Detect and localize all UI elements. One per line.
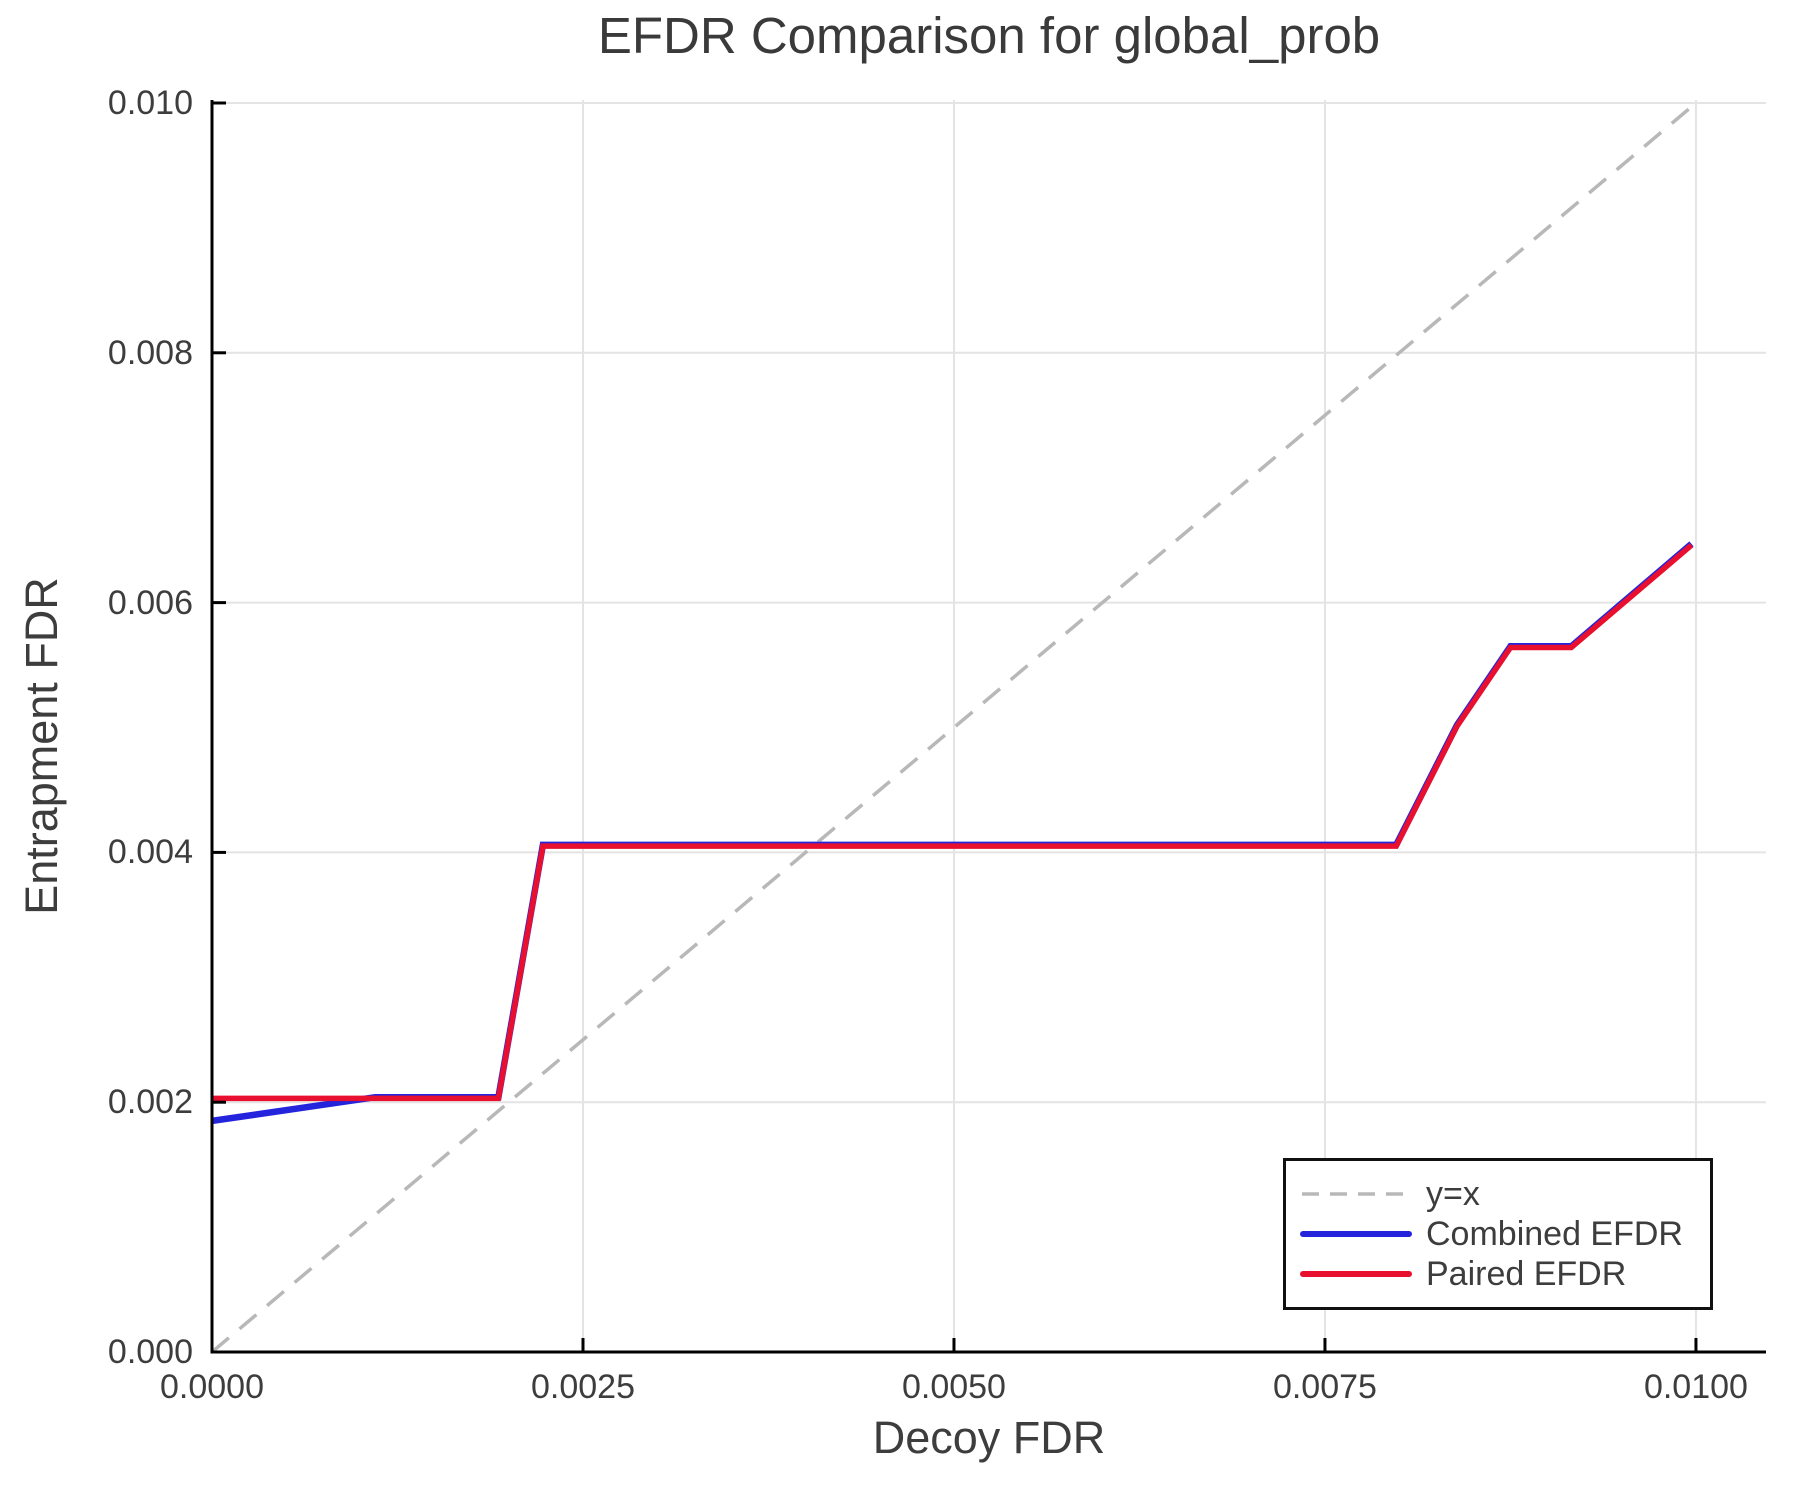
y-tick-label: 0.004 <box>107 833 193 872</box>
legend-item-combined: Combined EFDR <box>1300 1215 1710 1253</box>
y-tick-label: 0.006 <box>107 583 193 622</box>
y-axis-label: Entrapment FDR <box>16 577 67 915</box>
y-tick-label: 0.010 <box>107 83 193 122</box>
legend-label: Paired EFDR <box>1426 1254 1627 1293</box>
x-tick-label: 0.0000 <box>160 1368 264 1406</box>
legend-item-paired: Paired EFDR <box>1300 1255 1710 1293</box>
y-tick-label: 0.000 <box>107 1333 193 1371</box>
legend-label: Combined EFDR <box>1426 1214 1683 1253</box>
y-tick-label: 0.008 <box>107 333 193 372</box>
legend-item-yx: y=x <box>1300 1175 1710 1213</box>
axis-spines-and-ticks <box>210 100 1766 1354</box>
legend: y=x Combined EFDR Paired EFDR <box>1283 1158 1713 1310</box>
y-tick-label: 0.002 <box>107 1083 193 1122</box>
gridlines <box>212 100 1766 1352</box>
x-tick-label: 0.0100 <box>1643 1368 1748 1406</box>
blue-line-swatch <box>1300 1231 1412 1237</box>
x-tick-label: 0.0075 <box>1272 1368 1377 1406</box>
x-tick-label: 0.0025 <box>530 1368 635 1406</box>
dashed-line-swatch <box>1302 1192 1410 1196</box>
chart-title: EFDR Comparison for global_prob <box>597 7 1381 64</box>
legend-label: y=x <box>1426 1174 1480 1213</box>
x-axis-label: Decoy FDR <box>872 1412 1106 1463</box>
red-line-swatch <box>1300 1271 1412 1277</box>
x-tick-label: 0.0050 <box>901 1368 1006 1406</box>
series-lines <box>210 101 1698 1354</box>
